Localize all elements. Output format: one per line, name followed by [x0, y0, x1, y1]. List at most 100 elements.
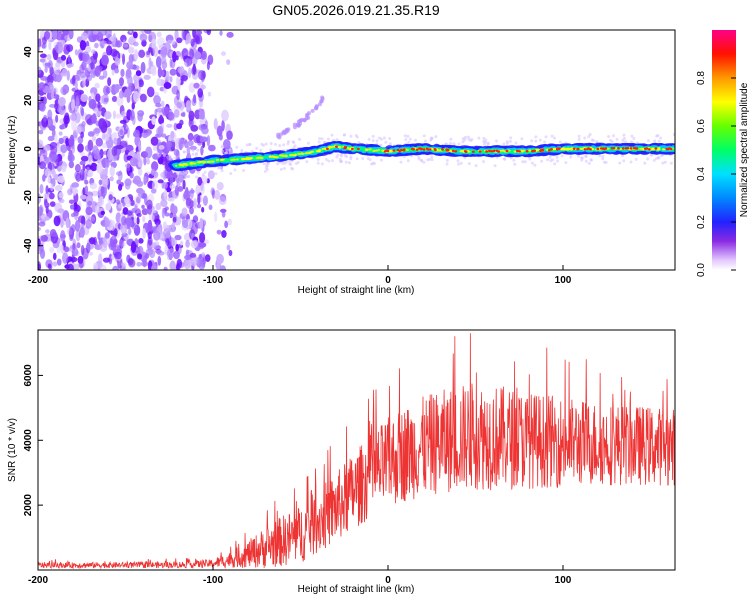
track-halo-dot — [445, 158, 449, 162]
noise-speckle — [81, 121, 86, 128]
noise-speckle — [182, 219, 189, 229]
noise-speckle — [81, 32, 88, 41]
noise-speckle — [180, 112, 186, 117]
signal-track-peak — [555, 148, 559, 151]
track-halo-dot — [221, 149, 225, 153]
noise-speckle — [154, 108, 158, 116]
noise-speckle — [174, 234, 182, 241]
y-tick-label: 4000 — [23, 429, 34, 452]
signal-track-peak — [398, 149, 402, 153]
noise-speckle — [108, 194, 113, 201]
noise-speckle — [64, 264, 70, 269]
track-halo-dot — [534, 139, 538, 143]
track-halo-dot — [262, 143, 266, 147]
noise-speckle — [47, 263, 52, 269]
signal-track-blob — [500, 149, 505, 152]
track-halo-dot — [430, 155, 434, 159]
noise-speckle — [39, 248, 46, 260]
noise-speckle — [173, 250, 180, 260]
noise-speckle — [73, 210, 79, 217]
track-halo-dot — [591, 138, 595, 142]
track-halo-dot — [282, 143, 286, 147]
track-halo-dot — [512, 158, 516, 162]
noise-speckle — [218, 196, 227, 206]
noise-speckle — [139, 93, 147, 103]
noise-speckle — [38, 226, 42, 231]
track-halo-dot — [388, 142, 392, 146]
x-tick-label: 0 — [385, 275, 391, 286]
noise-speckle — [98, 179, 103, 186]
noise-speckle — [160, 133, 167, 138]
track-halo-dot — [587, 161, 591, 165]
noise-speckle — [226, 130, 233, 141]
track-halo-dot — [604, 160, 608, 164]
track-halo-dot — [449, 141, 453, 145]
track-halo-dot — [217, 166, 221, 170]
track-halo-dot — [227, 148, 231, 152]
noise-speckle — [220, 208, 227, 213]
noise-speckle — [207, 170, 215, 180]
noise-speckle — [38, 238, 41, 247]
track-halo-dot — [456, 159, 460, 163]
signal-track-blob — [189, 162, 193, 165]
noise-speckle — [133, 41, 139, 47]
noise-speckle — [92, 262, 99, 270]
noise-speckle — [77, 215, 85, 224]
signal-track-blob — [372, 149, 376, 152]
noise-speckle — [187, 132, 194, 141]
noise-speckle — [197, 176, 203, 186]
noise-speckle — [126, 239, 132, 246]
noise-speckle — [136, 151, 141, 161]
track-halo-dot — [467, 162, 471, 166]
track-halo-dot — [399, 160, 403, 164]
noise-speckle — [143, 175, 147, 186]
noise-speckle — [68, 136, 75, 147]
noise-speckle — [39, 58, 46, 63]
track-halo-dot — [509, 136, 513, 140]
signal-track-blob — [245, 157, 249, 160]
noise-speckle — [92, 30, 99, 36]
noise-speckle — [94, 82, 100, 89]
noise-speckle — [208, 204, 213, 211]
noise-speckle — [104, 232, 110, 239]
track-halo-dot — [467, 135, 471, 139]
noise-speckle — [129, 109, 135, 120]
track-halo-dot — [656, 134, 660, 138]
signal-track-peak — [451, 149, 455, 153]
track-halo-dot — [361, 157, 365, 161]
track-halo-dot — [196, 148, 200, 152]
noise-speckle — [67, 188, 73, 196]
track-halo-dot — [388, 137, 392, 141]
noise-speckle — [187, 140, 194, 147]
noise-speckle — [201, 206, 205, 213]
noise-speckle — [109, 176, 114, 182]
noise-speckle — [90, 61, 94, 70]
noise-speckle — [175, 243, 179, 252]
track-halo-dot — [660, 154, 664, 158]
track-halo-dot — [534, 135, 538, 139]
track-halo-dot — [474, 164, 478, 168]
signal-track-blob — [255, 157, 260, 160]
noise-speckle — [151, 116, 156, 125]
noise-speckle — [55, 144, 63, 155]
signal-track-blob — [224, 159, 229, 162]
noise-speckle — [47, 60, 53, 70]
track-halo-dot — [457, 142, 461, 146]
signal-track-blob — [268, 155, 272, 158]
track-halo-dot — [233, 168, 237, 172]
track-halo-dot — [306, 141, 310, 145]
track-halo-dot — [194, 153, 198, 157]
track-halo-dot — [191, 148, 195, 152]
noise-speckle — [120, 262, 127, 267]
track-halo-dot — [452, 142, 456, 146]
noise-speckle — [146, 86, 155, 98]
noise-speckle — [206, 135, 211, 147]
spectrogram-noise — [38, 30, 675, 270]
track-halo-dot — [560, 154, 564, 158]
track-halo-dot — [569, 155, 573, 159]
noise-speckle — [47, 176, 51, 184]
noise-speckle — [53, 64, 61, 75]
signal-track-blob — [316, 150, 321, 153]
noise-speckle — [61, 152, 65, 157]
